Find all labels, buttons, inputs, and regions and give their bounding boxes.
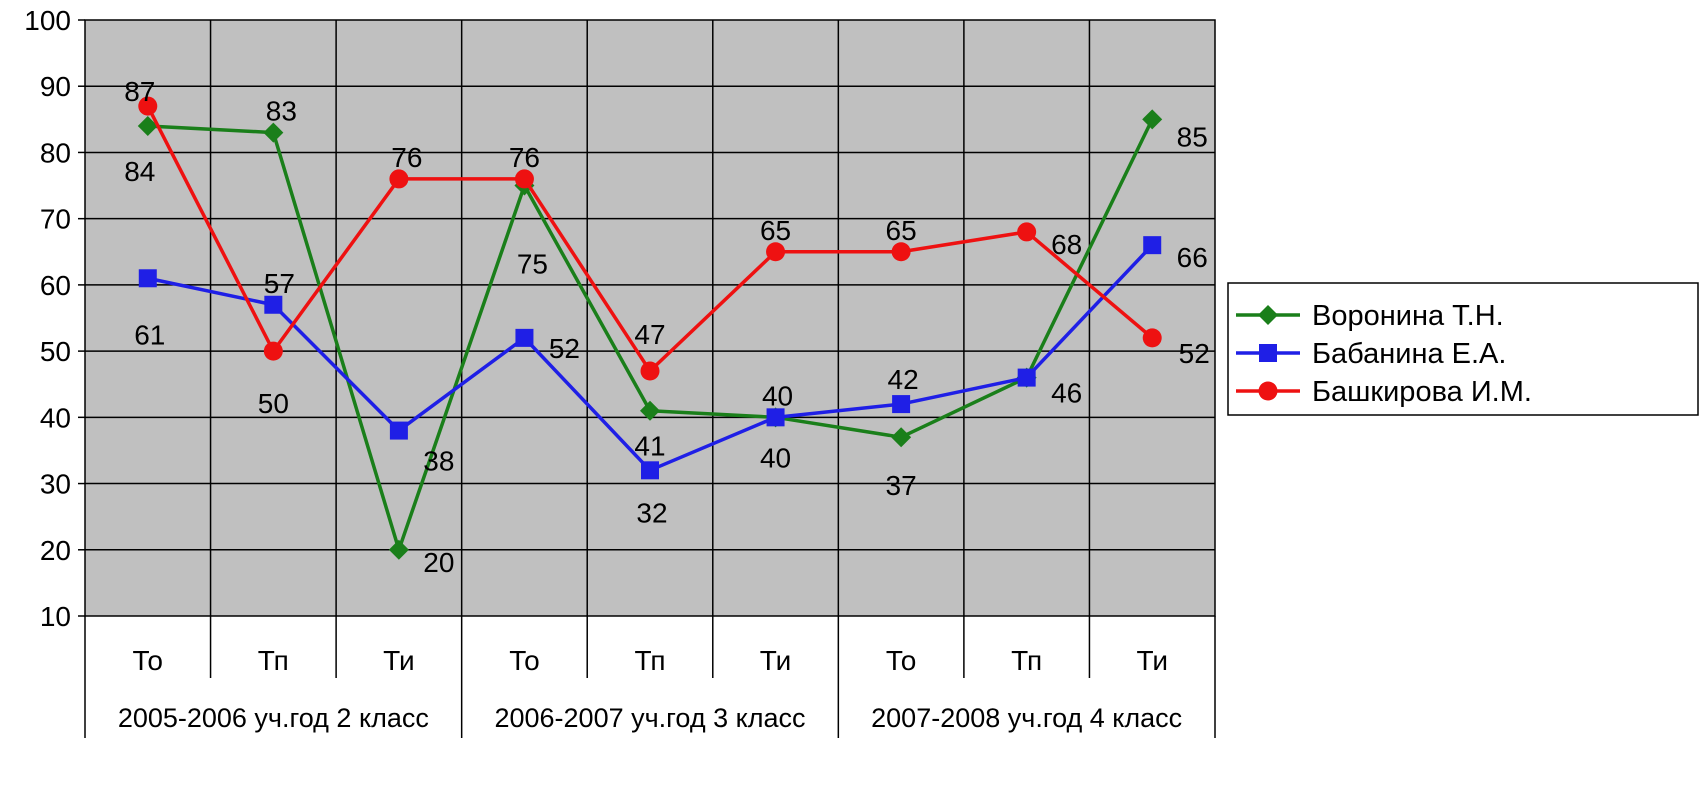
data-label: 84: [124, 156, 155, 187]
y-tick-label: 30: [40, 469, 71, 500]
data-label: 76: [509, 142, 540, 173]
data-label: 65: [760, 215, 791, 246]
legend: Воронина Т.Н. Бабанина Е.А. Башкирова И.М.: [1227, 282, 1699, 416]
y-tick-label: 80: [40, 137, 71, 168]
circle-marker: [766, 242, 786, 262]
data-label: 41: [634, 431, 665, 462]
series-square: [138, 236, 1162, 480]
x-category-label: Ти: [760, 645, 792, 676]
legend-box: [1227, 282, 1699, 416]
data-label: 61: [134, 319, 165, 350]
data-label: 46: [1051, 378, 1082, 409]
data-label: 38: [423, 446, 454, 477]
diamond-marker: [891, 427, 912, 448]
circle-marker: [263, 341, 283, 361]
diamond-marker: [1142, 109, 1163, 130]
x-group-label: 2007-2008 уч.год 4 класс: [871, 703, 1182, 733]
legend-label: Бабанина Е.А.: [1312, 338, 1506, 370]
data-label: 83: [266, 96, 297, 127]
data-label: 76: [391, 142, 422, 173]
circle-marker: [640, 361, 660, 381]
y-tick-label: 100: [24, 5, 71, 36]
data-label: 52: [549, 333, 580, 364]
y-tick-label: 70: [40, 204, 71, 235]
grid-lines: [85, 20, 1215, 616]
x-axis: То Тп Ти То Тп Ти То Тп Ти 2005-2006 уч.год 2 кла…: [84, 616, 1216, 738]
data-label: 37: [886, 470, 917, 501]
diamond-marker: [388, 539, 409, 560]
data-label: 87: [124, 76, 155, 107]
y-axis: 10 20 30 40 50 60 70 80 90 100: [24, 5, 85, 632]
square-marker: [641, 461, 659, 480]
data-label: 40: [760, 442, 791, 473]
diamond-marker: [137, 115, 158, 136]
data-label: 57: [264, 268, 295, 299]
data-label: 65: [886, 215, 917, 246]
x-category-label: Тп: [634, 645, 665, 676]
square-marker: [1143, 236, 1162, 255]
x-category-label: Тп: [258, 645, 289, 676]
x-category-label: Ти: [383, 645, 415, 676]
x-category-label: Тп: [1011, 645, 1042, 676]
x-category-label: Ти: [1136, 645, 1168, 676]
circle-marker: [1258, 381, 1278, 401]
x-category-label: То: [886, 645, 917, 676]
circle-marker: [389, 169, 409, 189]
diamond-marker: [640, 400, 660, 421]
data-label: 50: [258, 388, 289, 419]
square-marker: [1259, 344, 1277, 362]
y-tick-label: 90: [40, 71, 71, 102]
x-group-label: 2005-2006 уч.год 2 класс: [118, 703, 429, 733]
data-label: 20: [423, 547, 454, 578]
y-tick-label: 20: [40, 535, 71, 566]
square-marker: [138, 269, 157, 288]
legend-label: Воронина Т.Н.: [1312, 300, 1504, 332]
data-label: 32: [636, 497, 667, 528]
legend-entry: Бабанина Е.А.: [1236, 338, 1506, 370]
square-marker: [892, 395, 911, 414]
data-label: 75: [517, 249, 548, 280]
circle-marker: [138, 96, 158, 116]
data-label: 85: [1177, 121, 1208, 152]
legend-label: Башкирова И.М.: [1312, 376, 1532, 408]
legend-entry: Башкирова И.М.: [1236, 376, 1532, 408]
data-label: 47: [634, 319, 665, 350]
diamond-marker: [263, 122, 284, 143]
data-label: 40: [762, 380, 793, 411]
square-marker: [766, 408, 785, 427]
data-label: 68: [1051, 229, 1082, 260]
series-layer: [137, 96, 1163, 560]
x-category-label: То: [133, 645, 164, 676]
diamond-marker: [1258, 305, 1278, 325]
plot-area: [84, 19, 1216, 617]
y-tick-label: 40: [40, 402, 71, 433]
circle-marker: [514, 169, 534, 189]
square-marker: [389, 421, 408, 440]
data-labels: 84 83 20 75 41 40 37 85 61 57 38 52 32 40 42 46 66 87 50 76…: [124, 76, 1210, 578]
y-tick-label: 60: [40, 270, 71, 301]
x-category-label: То: [509, 645, 540, 676]
circle-marker: [891, 242, 911, 262]
data-label: 52: [1179, 338, 1210, 369]
y-tick-label: 10: [40, 601, 71, 632]
circle-marker: [1142, 328, 1162, 348]
legend-entry: Воронина Т.Н.: [1236, 300, 1504, 332]
x-group-label: 2006-2007 уч.год 3 класс: [494, 703, 805, 733]
circle-marker: [1017, 222, 1037, 242]
square-marker: [1017, 368, 1036, 387]
y-tick-label: 50: [40, 336, 71, 367]
series-circle: [138, 96, 1162, 381]
square-marker: [264, 295, 283, 314]
square-marker: [515, 328, 534, 347]
data-label: 42: [888, 364, 919, 395]
data-label: 66: [1177, 242, 1208, 273]
